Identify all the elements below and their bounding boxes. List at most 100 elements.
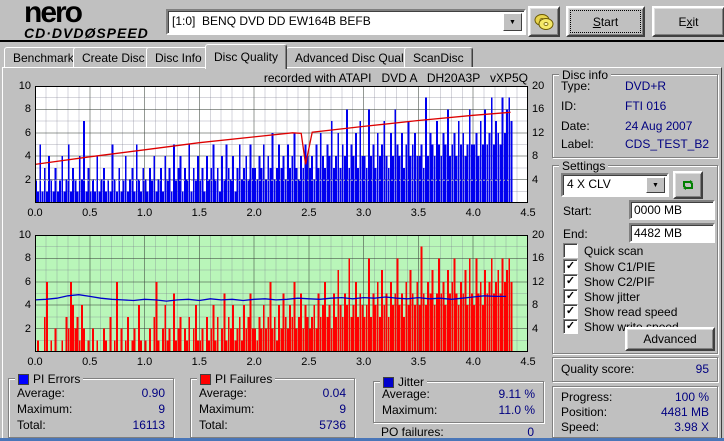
tick-label: 2 <box>24 173 31 186</box>
end-mb-label: End: <box>563 227 588 241</box>
tick-label: 16 <box>532 103 545 116</box>
checkbox-box[interactable]: ✓ <box>563 319 578 334</box>
exit-button-label: Exit <box>678 14 699 29</box>
tick-label: 3.0 <box>356 207 372 219</box>
tick-label: 0.5 <box>82 207 98 219</box>
disc-info-date-label: Date: <box>561 119 590 133</box>
refresh-button[interactable] <box>673 171 703 199</box>
tick-label: 6 <box>24 126 31 139</box>
tick-label: 4 <box>24 299 31 312</box>
refresh-icon <box>683 180 693 190</box>
tab-scandisc[interactable]: ScanDisc <box>404 47 473 68</box>
jitter-stats-title: Jitter <box>380 375 428 389</box>
tick-label: 4 <box>532 322 539 335</box>
pi-failures-color-chip <box>200 373 211 385</box>
tab-create-disc[interactable]: Create Disc <box>73 47 154 68</box>
settings-box: Settings 4 X CLV ▼ Start: 0000 MB End: 4… <box>552 159 718 354</box>
position-value: 4481 MB <box>660 405 709 419</box>
tick-label: 8 <box>24 103 31 116</box>
tick-label: 20 <box>532 229 545 241</box>
jitter-stats-box: Jitter Average: 9.11 % Maximum: 11.0 % <box>373 375 544 423</box>
pi-failures-stats-box: PI Failures Average: 0.04 Maximum: 9 Total… <box>190 372 355 438</box>
speed-select[interactable]: 4 X CLV ▼ <box>561 173 669 197</box>
advanced-button[interactable]: Advanced <box>625 327 715 351</box>
disc-info-button[interactable] <box>528 6 560 37</box>
tick-label: 0.0 <box>27 207 43 219</box>
checkbox-box[interactable] <box>563 243 578 258</box>
progress-value: 100 % <box>674 390 709 404</box>
drive-select[interactable]: [1:0] BENQ DVD DD EW164B BEFB ▼ <box>166 9 526 35</box>
tick-label: 0.0 <box>27 356 43 368</box>
tick-label: 4.5 <box>520 207 536 219</box>
disc-info-label-value: CDS_TEST_B2 <box>625 137 710 151</box>
quality-score-label: Quality score: <box>561 362 635 376</box>
progress-box: Progress: 100 % Position: 4481 MB Speed: 3.… <box>552 386 718 438</box>
pi-errors-color-chip <box>18 373 29 385</box>
pi-errors-stats-title: PI Errors <box>15 372 84 386</box>
tick-label: 4.0 <box>465 207 481 219</box>
po-failures-row: PO failures: 0 <box>381 425 534 439</box>
tick-label: 8 <box>532 150 539 163</box>
tick-label: 16 <box>532 252 545 265</box>
disc-info-type-label: Type: <box>561 79 591 93</box>
disc-info-type-value: DVD+R <box>625 79 667 93</box>
tick-label: 2.0 <box>246 207 262 219</box>
tick-label: 4.5 <box>520 356 536 368</box>
checkbox-box[interactable]: ✓ <box>563 289 578 304</box>
tab-disc-info[interactable]: Disc Info <box>146 47 211 68</box>
tick-label: 2.5 <box>301 207 317 219</box>
tick-label: 4 <box>24 150 31 163</box>
tick-label: 3.5 <box>410 207 427 219</box>
checkbox-box[interactable]: ✓ <box>563 274 578 289</box>
tick-label: 6 <box>24 275 31 288</box>
checkbox-box[interactable]: ✓ <box>563 304 578 319</box>
tick-label: 12 <box>532 275 545 288</box>
tab-disc-quality[interactable]: Disc Quality <box>205 44 288 69</box>
start-mb-label: Start: <box>563 204 592 218</box>
disc-info-date-value: 24 Aug 2007 <box>625 119 693 133</box>
disc-info-box: Disc info Type: DVD+R ID: FTI 016 Date: … <box>552 68 718 158</box>
nero-logo-line1: nero <box>24 0 83 29</box>
start-button[interactable]: Start <box>566 6 645 37</box>
jitter-color-chip <box>383 376 394 388</box>
tick-label: 1.5 <box>191 356 207 368</box>
toolbar-divider <box>0 40 724 42</box>
checkbox-box[interactable]: ✓ <box>563 259 578 274</box>
tick-label: 1.0 <box>136 356 153 368</box>
drive-select-value: [1:0] BENQ DVD DD EW164B BEFB <box>172 14 371 28</box>
end-mb-field[interactable]: 4482 MB <box>629 223 715 243</box>
tick-label: 1.5 <box>191 207 207 219</box>
tick-label: 1.0 <box>136 207 153 219</box>
speed-value: 3.98 X <box>674 420 709 434</box>
tick-label: 3.5 <box>410 356 427 368</box>
pi-errors-stats-box: PI Errors Average: 0.90 Maximum: 9 Total: 1… <box>8 372 174 438</box>
tick-label: 10 <box>18 229 31 241</box>
recorded-with-text: recorded with ATAPI DVD A DH20A3P vXP5Q <box>263 71 528 85</box>
tick-label: 2.5 <box>301 356 317 368</box>
pi-failures-stats-title: PI Failures <box>197 372 276 386</box>
checkbox-show-c1-pie[interactable]: ✓ Show C1/PIE <box>563 259 655 274</box>
tick-label: 2.0 <box>246 356 262 368</box>
checkbox-quick-scan[interactable]: Quick scan <box>563 243 643 258</box>
tick-label: 10 <box>18 80 31 92</box>
discs-icon <box>534 13 554 30</box>
checkbox-show-jitter[interactable]: ✓ Show jitter <box>563 289 640 304</box>
chevron-down-icon[interactable]: ▼ <box>646 177 665 193</box>
disc-info-id-label: ID: <box>561 99 577 113</box>
start-button-label: Start <box>592 14 619 29</box>
start-mb-field[interactable]: 0000 MB <box>629 200 715 220</box>
quality-score-value: 95 <box>695 362 709 376</box>
chevron-down-icon[interactable]: ▼ <box>503 13 522 31</box>
pi-failures-jitter-chart <box>35 235 528 352</box>
window-bottom-edge <box>0 438 724 441</box>
exit-button[interactable]: Exit <box>652 6 724 37</box>
tick-label: 8 <box>24 252 31 265</box>
checkbox-show-c2-pif[interactable]: ✓ Show C2/PIF <box>563 274 655 289</box>
disc-info-id-value: FTI 016 <box>625 99 667 113</box>
tab-benchmark[interactable]: Benchmark <box>4 47 83 68</box>
tick-label: 12 <box>532 126 545 139</box>
checkbox-show-read-speed[interactable]: ✓ Show read speed <box>563 304 677 319</box>
tick-label: 0.5 <box>82 356 98 368</box>
speed-select-value: 4 X CLV <box>567 177 611 191</box>
